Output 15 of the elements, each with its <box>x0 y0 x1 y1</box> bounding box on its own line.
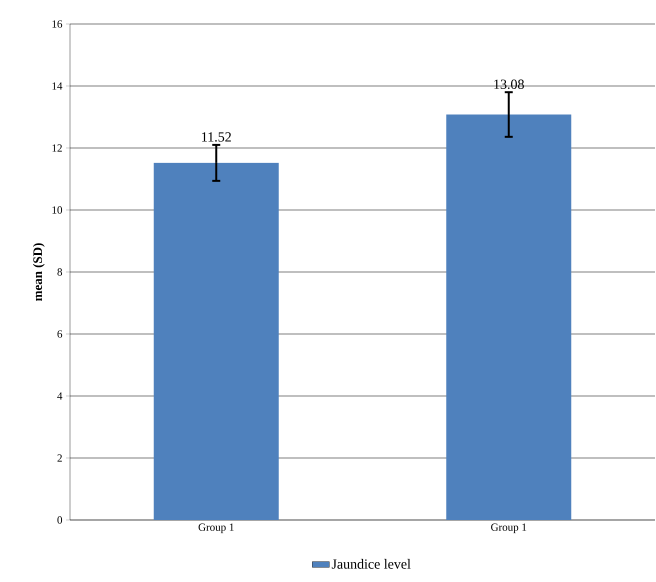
x-tick-label: Group 1 <box>198 524 234 534</box>
y-tick-label: 4 <box>57 392 62 400</box>
data-label: 13.08 <box>494 80 524 90</box>
y-tick-label: 16 <box>52 20 62 28</box>
data-label: 11.52 <box>202 132 231 142</box>
y-tick-label: 6 <box>57 330 62 338</box>
y-tick-label: 14 <box>52 82 62 90</box>
y-tick-label: 10 <box>52 206 62 214</box>
legend-label: Jaundice level <box>332 558 411 569</box>
y-tick-label: 12 <box>52 144 62 152</box>
y-tick-label: 8 <box>57 268 62 276</box>
y-tick-label: 0 <box>57 516 62 524</box>
x-tick-label: Group 1 <box>491 524 526 534</box>
y-tick-label: 2 <box>57 454 62 462</box>
y-axis-title: mean (SD) <box>32 243 45 301</box>
